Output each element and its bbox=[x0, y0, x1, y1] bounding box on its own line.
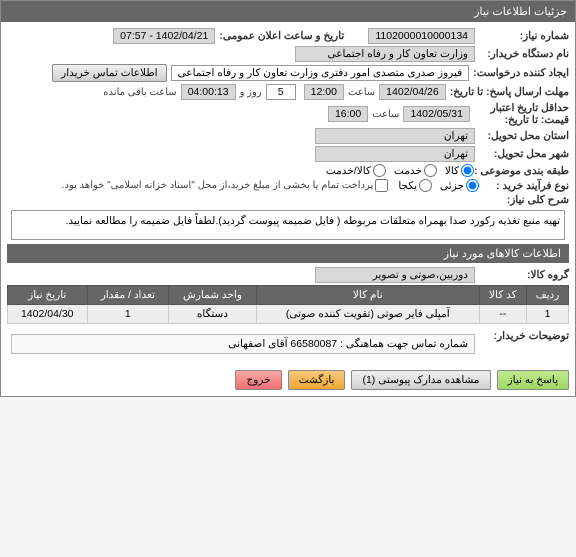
content-area: شماره نیاز: 1102000010000134 تاریخ و ساع… bbox=[1, 22, 575, 364]
row-deadline: مهلت ارسال پاسخ: تا تاریخ: 1402/04/26 سا… bbox=[7, 84, 569, 100]
requester-value: فیروز صدری متصدی امور دفتری وزارت تعاون … bbox=[171, 65, 470, 81]
deadline-label: مهلت ارسال پاسخ: تا تاریخ: bbox=[450, 86, 569, 98]
announce-value: 1402/04/21 - 07:57 bbox=[113, 28, 215, 44]
contact-buyer-button[interactable]: اطلاعات تماس خریدار bbox=[52, 64, 166, 82]
row-buyer: نام دستگاه خریدار: وزارت تعاون کار و رفا… bbox=[7, 46, 569, 62]
row-buy-type: نوع فرآیند خرید : جزئی یکجا پرداخت تمام … bbox=[7, 179, 569, 192]
row-buyer-notes: توضیحات خریدار: شماره تماس جهت هماهنگی :… bbox=[7, 330, 569, 358]
deadline-date: 1402/04/26 bbox=[379, 84, 446, 100]
deadline-time-label: ساعت bbox=[348, 87, 375, 98]
buyer-notes: شماره تماس جهت هماهنگی : 66580087 آقای ا… bbox=[11, 334, 475, 354]
announce-label: تاریخ و ساعت اعلان عمومی: bbox=[219, 30, 344, 42]
table-row[interactable]: 1 -- آمپلی فایر صوتی (تقویت کننده صوتی) … bbox=[8, 305, 569, 324]
col-code: کد کالا bbox=[479, 286, 526, 305]
cell-unit: دستگاه bbox=[169, 305, 257, 324]
requester-label: ایجاد کننده درخواست: bbox=[473, 67, 569, 79]
cat-goods-input[interactable] bbox=[461, 164, 474, 177]
buy-type-label: نوع فرآیند خرید : bbox=[479, 180, 569, 192]
buy-partial-input[interactable] bbox=[466, 179, 479, 192]
cat-service-input[interactable] bbox=[424, 164, 437, 177]
cell-name: آمپلی فایر صوتی (تقویت کننده صوتی) bbox=[256, 305, 479, 324]
category-radio-group: کالا خدمت کالا/خدمت bbox=[326, 164, 474, 177]
row-desc-title: شرح کلی نیاز: bbox=[7, 194, 569, 206]
row-category: طبقه بندی موضوعی : کالا خدمت کالا/خدمت bbox=[7, 164, 569, 177]
cell-date: 1402/04/30 bbox=[8, 305, 88, 324]
deadline-days-label: روز و bbox=[240, 87, 262, 98]
col-date: تاریخ نیاز bbox=[8, 286, 88, 305]
city-label: شهر محل تحویل: bbox=[479, 148, 569, 160]
row-need-number: شماره نیاز: 1102000010000134 تاریخ و ساع… bbox=[7, 28, 569, 44]
buy-full-input[interactable] bbox=[419, 179, 432, 192]
row-group: گروه کالا: دوربین،صوتی و تصویر bbox=[7, 267, 569, 283]
group-value: دوربین،صوتی و تصویر bbox=[315, 267, 475, 283]
footer-buttons: پاسخ به نیاز مشاهده مدارک پیوستی (1) باز… bbox=[1, 364, 575, 396]
remaining-label: ساعت باقی مانده bbox=[103, 87, 176, 98]
table-header-row: ردیف کد کالا نام کالا واحد شمارش تعداد /… bbox=[8, 286, 569, 305]
buy-partial-radio[interactable]: جزئی bbox=[440, 179, 479, 192]
need-number-value: 1102000010000134 bbox=[368, 28, 475, 44]
cat-goods-radio[interactable]: کالا bbox=[445, 164, 474, 177]
validity-label: حداقل تاریخ اعتبار قیمت: تا تاریخ: bbox=[474, 102, 569, 126]
buyer-notes-label: توضیحات خریدار: bbox=[479, 330, 569, 342]
cell-qty: 1 bbox=[87, 305, 169, 324]
row-province: استان محل تحویل: تهران bbox=[7, 128, 569, 144]
window-frame: جزئیات اطلاعات نیاز شماره نیاز: 11020000… bbox=[0, 0, 576, 397]
buyer-label: نام دستگاه خریدار: bbox=[479, 48, 569, 60]
remaining-time: 04:00:13 bbox=[181, 84, 236, 100]
back-button[interactable]: بازگشت bbox=[288, 370, 346, 390]
need-number-label: شماره نیاز: bbox=[479, 30, 569, 42]
col-row: ردیف bbox=[527, 286, 569, 305]
col-unit: واحد شمارش bbox=[169, 286, 257, 305]
cell-row: 1 bbox=[527, 305, 569, 324]
desc-title-label: شرح کلی نیاز: bbox=[479, 194, 569, 206]
row-validity: حداقل تاریخ اعتبار قیمت: تا تاریخ: 1402/… bbox=[7, 102, 569, 126]
validity-time-label: ساعت bbox=[372, 109, 399, 120]
province-value: تهران bbox=[315, 128, 475, 144]
items-section-header: اطلاعات کالاهای مورد نیاز bbox=[7, 244, 569, 263]
validity-time: 16:00 bbox=[328, 106, 368, 122]
cell-code: -- bbox=[479, 305, 526, 324]
cat-service-radio[interactable]: خدمت bbox=[394, 164, 437, 177]
titlebar: جزئیات اطلاعات نیاز bbox=[1, 1, 575, 22]
deadline-days-count: 5 bbox=[266, 84, 296, 100]
group-label: گروه کالا: bbox=[479, 269, 569, 281]
reply-button[interactable]: پاسخ به نیاز bbox=[497, 370, 569, 390]
exit-button[interactable]: خروج bbox=[235, 370, 281, 390]
validity-date: 1402/05/31 bbox=[403, 106, 470, 122]
attachments-button[interactable]: مشاهده مدارک پیوستی (1) bbox=[351, 370, 490, 390]
cat-both-input[interactable] bbox=[373, 164, 386, 177]
buy-full-radio[interactable]: یکجا bbox=[398, 179, 432, 192]
buyer-value: وزارت تعاون کار و رفاه اجتماعی bbox=[295, 46, 475, 62]
window-title: جزئیات اطلاعات نیاز bbox=[474, 6, 567, 18]
items-table: ردیف کد کالا نام کالا واحد شمارش تعداد /… bbox=[7, 285, 569, 324]
city-value: تهران bbox=[315, 146, 475, 162]
full-payment-input[interactable] bbox=[375, 179, 388, 192]
category-label: طبقه بندی موضوعی : bbox=[474, 165, 569, 177]
row-city: شهر محل تحویل: تهران bbox=[7, 146, 569, 162]
col-name: نام کالا bbox=[256, 286, 479, 305]
desc-text: تهیه منبع تغذیه رکورد صدا بهمراه متعلقات… bbox=[11, 210, 565, 240]
row-requester: ایجاد کننده درخواست: فیروز صدری متصدی ام… bbox=[7, 64, 569, 82]
col-qty: تعداد / مقدار bbox=[87, 286, 169, 305]
province-label: استان محل تحویل: bbox=[479, 130, 569, 142]
full-payment-checkbox[interactable]: پرداخت تمام یا بخشی از مبلغ خرید،از محل … bbox=[62, 179, 389, 192]
deadline-time: 12:00 bbox=[304, 84, 344, 100]
buy-type-radio-group: جزئی یکجا bbox=[398, 179, 479, 192]
cat-both-radio[interactable]: کالا/خدمت bbox=[326, 164, 386, 177]
